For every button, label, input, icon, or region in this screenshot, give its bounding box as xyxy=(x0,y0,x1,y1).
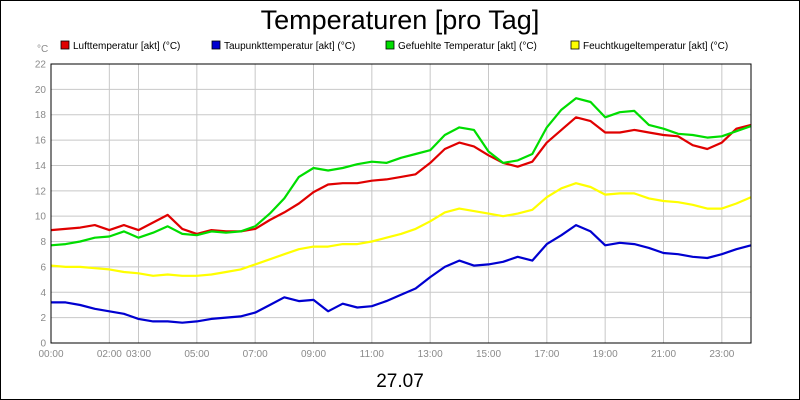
date-label: 27.07 xyxy=(376,371,424,392)
x-tick-label: 09:00 xyxy=(301,349,326,360)
x-tick-label: 21:00 xyxy=(651,349,676,360)
x-tick-label: 00:00 xyxy=(38,349,63,360)
x-axis-ticks: 00:00 02:00 03:00 05:00 07:00 09:00 11:00 13:00… xyxy=(38,349,734,360)
series-line-4 xyxy=(50,182,752,277)
y-tick-label: 0 xyxy=(40,339,46,350)
x-tick-label: 23:00 xyxy=(709,349,734,360)
y-tick-label: 18 xyxy=(35,110,47,121)
x-tick-label: 02:00 xyxy=(97,349,122,360)
y-tick-label: 4 xyxy=(40,288,46,299)
plot-area-border xyxy=(50,63,752,344)
series-line-3 xyxy=(50,97,752,247)
x-tick-label: 03:00 xyxy=(126,349,151,360)
grid xyxy=(50,63,751,344)
x-tick-label: 11:00 xyxy=(360,349,385,360)
legend-label-1: Lufttemperatur [akt] (°C) xyxy=(73,41,180,52)
y-axis-unit-label: °C xyxy=(37,44,48,55)
y-tick-label: 10 xyxy=(35,212,47,223)
x-tick-label: 15:00 xyxy=(476,349,501,360)
x-tick-label: 17:00 xyxy=(534,349,559,360)
y-tick-label: 16 xyxy=(35,136,47,147)
x-tick-label: 13:00 xyxy=(418,349,443,360)
legend-swatch-3 xyxy=(385,40,395,50)
y-tick-label: 2 xyxy=(40,313,46,324)
y-axis-ticks: 0 2 4 6 8 10 12 14 16 18 20 22 xyxy=(35,60,47,350)
y-tick-label: 20 xyxy=(35,85,47,96)
legend-swatch-2 xyxy=(211,40,221,50)
series-lines xyxy=(50,97,752,324)
y-tick-label: 12 xyxy=(35,186,47,197)
legend-label-4: Feuchtkugeltemperatur [akt] (°C) xyxy=(583,41,728,52)
series-line-2 xyxy=(51,224,752,324)
series-line-1 xyxy=(50,116,752,235)
legend-swatch-1 xyxy=(60,40,70,50)
x-tick-label: 07:00 xyxy=(243,349,268,360)
legend: Lufttemperatur [akt] (°C) Taupunkttempera… xyxy=(60,40,728,52)
y-tick-label: 6 xyxy=(40,262,46,273)
legend-label-2: Taupunkttemperatur [akt] (°C) xyxy=(224,41,355,52)
x-tick-label: 05:00 xyxy=(184,349,209,360)
chart-title: Temperaturen [pro Tag] xyxy=(261,5,540,35)
y-tick-label: 22 xyxy=(35,60,47,71)
x-tick-label: 19:00 xyxy=(593,349,618,360)
y-tick-label: 14 xyxy=(35,161,47,172)
legend-swatch-4 xyxy=(570,40,580,50)
legend-label-3: Gefuehlte Temperatur [akt] (°C) xyxy=(398,41,537,52)
y-tick-label: 8 xyxy=(40,237,46,248)
